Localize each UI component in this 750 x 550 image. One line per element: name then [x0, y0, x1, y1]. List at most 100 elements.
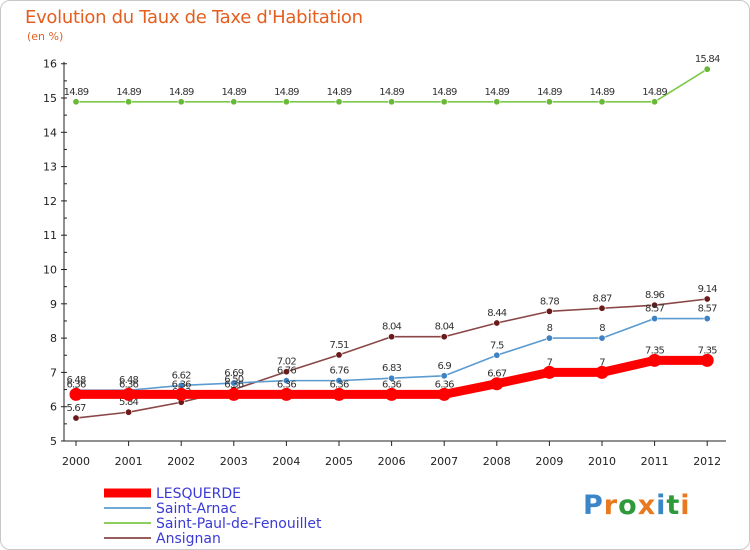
data-point [69, 387, 83, 401]
legend-item: LESQUERDE [156, 486, 241, 502]
data-label: 8.04 [435, 322, 455, 333]
data-label: 6.76 [277, 366, 297, 377]
data-label: 14.89 [169, 87, 194, 98]
data-label: 8.04 [382, 322, 402, 333]
y-tick-label: 14 [43, 126, 57, 139]
data-label: 7.35 [645, 345, 665, 356]
data-point [493, 319, 501, 327]
data-label: 8.44 [487, 308, 507, 319]
data-point [703, 295, 711, 303]
data-point [385, 387, 399, 401]
data-label: 6.36 [382, 379, 402, 390]
data-label: 6.76 [329, 366, 349, 377]
data-point [493, 98, 501, 106]
data-point [388, 374, 396, 382]
data-point [125, 98, 133, 106]
data-point [651, 315, 659, 323]
data-label: 6.67 [487, 369, 507, 380]
y-tick-label: 10 [43, 264, 57, 277]
data-label: 6.62 [172, 370, 192, 381]
data-point [177, 98, 185, 106]
data-point [388, 98, 396, 106]
data-label: 14.89 [590, 87, 615, 98]
data-label: 9.14 [698, 284, 718, 295]
y-tick-label: 5 [50, 435, 57, 448]
data-label: 14.89 [327, 87, 352, 98]
logo-letter: t [666, 490, 681, 521]
data-point [545, 334, 553, 342]
data-label: 14.89 [432, 87, 457, 98]
data-point [440, 372, 448, 380]
data-label: 14.89 [64, 87, 89, 98]
data-label: 14.89 [484, 87, 509, 98]
data-label: 6.36 [435, 379, 455, 390]
data-point [545, 307, 553, 315]
data-point [648, 353, 662, 367]
data-label: 14.89 [642, 87, 667, 98]
data-label: 5.67 [66, 403, 86, 414]
data-point [542, 365, 556, 379]
y-tick-label: 13 [43, 161, 57, 174]
data-point [125, 408, 133, 416]
data-label: 6.48 [66, 375, 86, 386]
data-point [72, 414, 80, 422]
data-label: 6.48 [119, 375, 139, 386]
data-label: 7.51 [329, 340, 349, 351]
x-tick-label: 2002 [167, 455, 195, 468]
data-point [279, 387, 293, 401]
data-point [332, 387, 346, 401]
data-point [703, 315, 711, 323]
y-tick-label: 7 [50, 366, 57, 379]
data-point [545, 98, 553, 106]
data-label: 7 [547, 357, 553, 368]
data-point [230, 98, 238, 106]
proxiti-logo: Proxiti [583, 490, 691, 521]
data-point [595, 365, 609, 379]
x-tick-label: 2012 [693, 455, 721, 468]
data-point [440, 333, 448, 341]
data-point [598, 98, 606, 106]
data-point [598, 334, 606, 342]
data-point [700, 353, 714, 367]
data-label: 6.36 [172, 379, 192, 390]
logo-letter: x [637, 490, 657, 521]
data-label: 7.02 [277, 357, 297, 368]
x-tick-label: 2001 [115, 455, 143, 468]
logo-letter: i [656, 490, 667, 521]
y-unit-label: (en %) [27, 30, 64, 43]
data-point [440, 98, 448, 106]
data-point [230, 379, 238, 387]
y-tick-label: 9 [50, 298, 57, 311]
x-tick-label: 2009 [535, 455, 563, 468]
data-point [335, 98, 343, 106]
x-tick-label: 2004 [272, 455, 300, 468]
y-tick-label: 8 [50, 332, 57, 345]
logo-letter: o [618, 490, 638, 521]
logo-letter: r [603, 490, 619, 521]
data-point [703, 65, 711, 73]
data-label: 8 [599, 323, 605, 334]
x-tick-label: 2007 [430, 455, 458, 468]
data-label: 5.84 [119, 397, 139, 408]
x-tick-label: 2006 [378, 455, 406, 468]
data-label: 7.35 [698, 345, 718, 356]
data-point [335, 377, 343, 385]
x-tick-label: 2010 [588, 455, 616, 468]
data-label: 6.36 [329, 379, 349, 390]
data-label: 6.36 [224, 379, 244, 390]
x-tick-label: 2008 [483, 455, 511, 468]
x-tick-label: 2005 [325, 455, 353, 468]
data-point [282, 368, 290, 376]
logo-letter: i [680, 490, 691, 521]
data-point [72, 98, 80, 106]
data-label: 6.36 [119, 379, 139, 390]
data-point [122, 387, 136, 401]
data-label: 14.89 [379, 87, 404, 98]
y-tick-label: 11 [43, 229, 57, 242]
data-point [651, 98, 659, 106]
y-tick-label: 6 [50, 401, 57, 414]
data-label: 14.89 [537, 87, 562, 98]
data-label: 8.57 [645, 304, 665, 315]
